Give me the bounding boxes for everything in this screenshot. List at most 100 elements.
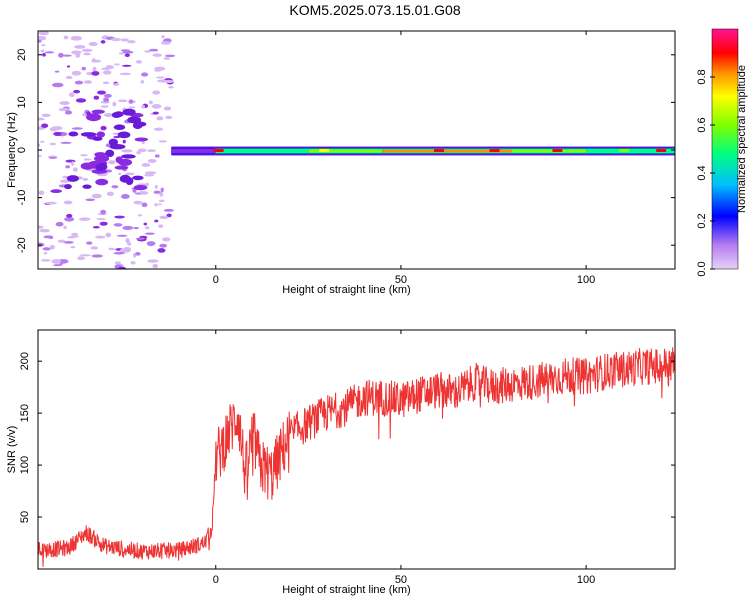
spectral-blob: [157, 79, 169, 83]
spectral-blob: [91, 193, 102, 199]
x-axis-label: Height of straight line (km): [282, 584, 410, 596]
spectral-blob: [59, 179, 71, 183]
colorbar-gradient: [712, 29, 738, 269]
spectral-blob: [152, 264, 159, 269]
spectral-blob: [121, 64, 132, 67]
spectral-blob: [54, 70, 60, 73]
spectral-blob: [114, 261, 121, 265]
spectral-blob: [144, 50, 152, 53]
spectral-blob: [133, 226, 139, 230]
y-tick-label: -10: [16, 190, 28, 206]
spectral-blob: [168, 86, 174, 89]
spectral-blob: [154, 219, 159, 223]
spectral-blob: [155, 76, 165, 79]
colorbar-tick-label: 0.2: [696, 213, 708, 228]
spectral-blob: [113, 63, 120, 66]
colorbar-tick-label: 0.8: [696, 69, 708, 84]
spectral-blob: [82, 177, 89, 181]
spectral-blob: [119, 248, 131, 253]
spectral-blob: [70, 161, 75, 166]
ridge-peak: [213, 149, 224, 152]
spectral-blob: [159, 243, 168, 248]
spectral-blob: [63, 240, 74, 244]
spectral-blob: [128, 99, 134, 104]
spectral-blob: [91, 58, 96, 63]
spectral-blob: [117, 99, 128, 103]
spectral-blob: [41, 44, 46, 47]
spectral-blob: [151, 104, 162, 109]
ridge-band: [382, 149, 513, 153]
spectral-blob: [144, 232, 156, 235]
spectral-blob: [127, 241, 132, 246]
spectral-blob: [83, 80, 92, 84]
ridge-band: [308, 149, 383, 153]
spectral-blob: [86, 241, 93, 245]
ridge-peak: [619, 149, 630, 152]
spectral-blob: [147, 158, 157, 163]
spectral-blob: [80, 162, 94, 170]
spectral-blob: [143, 222, 148, 226]
spectral-blob: [158, 203, 162, 206]
spectral-blob: [38, 31, 49, 36]
spectral-blob: [55, 221, 64, 227]
spectral-blob: [113, 251, 125, 255]
x-tick-label: 50: [395, 274, 407, 286]
spectral-blob: [63, 225, 67, 230]
ridge-band: [512, 149, 587, 153]
spectral-blob: [38, 190, 45, 196]
spectral-blob: [42, 247, 51, 251]
spectral-blob: [164, 54, 176, 58]
spectral-blob: [163, 106, 172, 111]
spectral-blob: [80, 154, 88, 157]
spectral-blob: [69, 235, 80, 238]
x-tick-label: 100: [577, 574, 595, 586]
spectral-blob: [153, 127, 164, 131]
spectral-blob: [108, 138, 119, 146]
colorbar-tick-label: 0.0: [696, 261, 708, 276]
spectral-blob: [122, 108, 136, 116]
spectral-blob: [92, 66, 97, 72]
x-tick-label: 100: [577, 274, 595, 286]
y-tick-label: 0: [16, 147, 28, 153]
spectral-blob: [58, 52, 64, 58]
spectral-blob: [135, 251, 141, 256]
spectral-blob: [106, 191, 115, 197]
spectral-blob: [38, 155, 42, 158]
spectral-blob: [154, 185, 158, 189]
spectral-blob: [145, 182, 149, 187]
spectral-blob: [83, 52, 91, 56]
spectral-blob: [128, 106, 136, 109]
colorbar-label: Normalized spectral amplitude: [736, 65, 748, 213]
spectral-blob: [152, 111, 159, 115]
spectral-blob: [43, 235, 54, 239]
y-axis-label: Frequency (Hz): [6, 112, 18, 188]
spectral-blob: [78, 217, 91, 222]
spectral-blob: [156, 116, 164, 121]
spectral-blob: [163, 208, 175, 212]
spectral-blob: [119, 174, 131, 183]
spectral-blob: [112, 101, 117, 107]
spectrogram-marks: [38, 31, 675, 269]
spectral-blob: [148, 100, 153, 105]
spectral-blob: [90, 246, 99, 250]
spectral-blob: [146, 241, 156, 246]
spectral-blob: [38, 225, 44, 229]
spectral-blob: [51, 82, 64, 88]
spectral-blob: [159, 215, 169, 220]
spectral-blob: [65, 165, 71, 169]
spectral-blob: [38, 143, 41, 147]
colorbar-frame: [711, 28, 739, 270]
spectral-blob: [154, 203, 158, 207]
spectral-blob: [71, 70, 82, 76]
ridge-peak: [319, 149, 330, 152]
y-tick-label: 20: [16, 49, 28, 61]
spectral-blob: [104, 93, 112, 98]
spectral-blob: [133, 184, 148, 191]
spectral-blob: [117, 131, 131, 139]
spectral-blob: [121, 154, 136, 159]
spectral-blob: [132, 175, 144, 181]
spectral-blob: [71, 127, 83, 130]
spectral-blob: [161, 35, 165, 39]
y-tick-label: 50: [19, 511, 31, 523]
spectral-blob: [153, 190, 161, 194]
